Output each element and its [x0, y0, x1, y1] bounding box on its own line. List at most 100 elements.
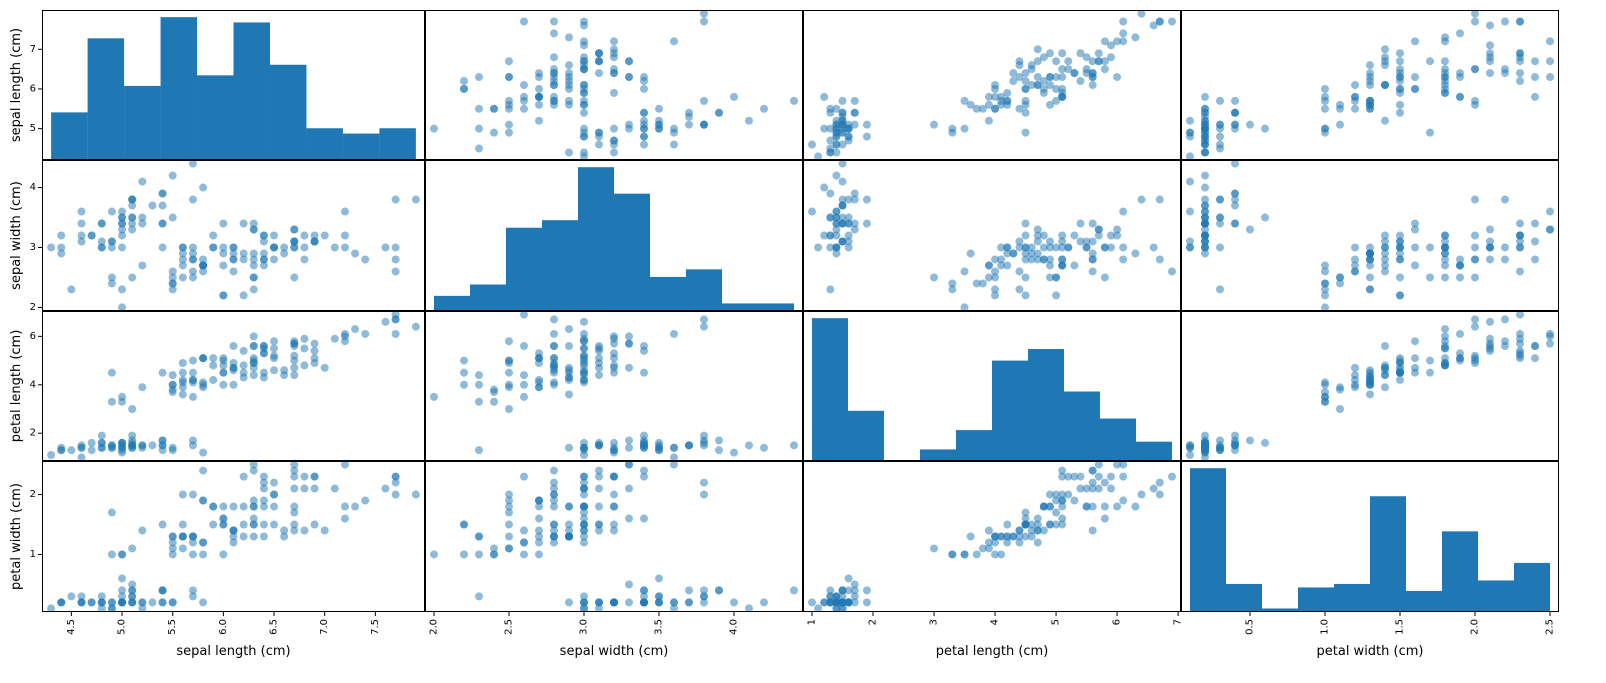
point-87 [475, 73, 483, 82]
hist-bar-sepal-length-3 [160, 17, 198, 160]
point-82 [535, 383, 543, 392]
point-64 [1366, 390, 1374, 399]
point-132 [1088, 478, 1097, 487]
point-144 [290, 225, 299, 234]
point-125 [1441, 332, 1449, 341]
point-10 [158, 201, 167, 210]
point-13 [580, 604, 588, 612]
point-92 [520, 538, 528, 547]
point-49 [1201, 443, 1209, 452]
point-141 [1516, 237, 1524, 246]
point-41 [475, 446, 483, 455]
point-131 [411, 322, 420, 331]
point-136 [1531, 73, 1539, 82]
hist-bar-sepal-length-5 [233, 22, 270, 160]
point-147 [270, 351, 279, 360]
panel-petal-width-vs-petal-width [1190, 468, 1550, 612]
point-144 [625, 57, 633, 66]
point-41 [1216, 144, 1224, 153]
point-80 [1336, 279, 1344, 288]
point-51 [610, 520, 618, 529]
point-92 [199, 538, 208, 547]
point-143 [1106, 231, 1115, 240]
point-64 [966, 532, 975, 541]
point-86 [1396, 237, 1404, 246]
y-axis-label-sepal-length: sepal length (cm) [9, 28, 24, 142]
point-110 [1058, 490, 1067, 499]
hist-bar-sepal-length-7 [306, 128, 343, 160]
point-12 [97, 604, 106, 612]
point-87 [475, 371, 483, 380]
point-78 [1021, 249, 1030, 258]
point-56 [625, 363, 633, 372]
point-94 [178, 375, 187, 384]
point-104 [270, 337, 279, 346]
point-55 [1021, 255, 1030, 264]
point-65 [290, 371, 299, 380]
panel-content [430, 311, 798, 461]
point-87 [1015, 285, 1024, 294]
y-tick-label: 2 [30, 302, 36, 313]
point-17 [128, 213, 137, 222]
point-80 [490, 544, 498, 553]
point-112 [300, 344, 309, 353]
point-44 [862, 586, 871, 595]
hist-bar-sepal-width-4 [578, 167, 614, 311]
point-108 [290, 502, 299, 511]
point-125 [340, 502, 349, 511]
point-148 [640, 77, 648, 86]
point-96 [1003, 249, 1012, 258]
point-125 [610, 502, 618, 511]
point-137 [1441, 237, 1449, 246]
point-60 [430, 124, 438, 133]
point-131 [700, 322, 708, 331]
point-21 [685, 586, 693, 595]
point-129 [340, 243, 349, 252]
point-31 [640, 586, 648, 595]
point-92 [199, 267, 208, 276]
point-77 [1426, 356, 1434, 365]
point-129 [340, 337, 349, 346]
point-27 [838, 213, 847, 222]
point-76 [1039, 53, 1048, 62]
point-113 [188, 273, 197, 282]
point-121 [550, 100, 558, 109]
point-100 [249, 225, 258, 234]
point-129 [580, 337, 588, 346]
point-129 [1100, 243, 1109, 252]
point-24 [1201, 431, 1209, 440]
point-133 [1058, 73, 1067, 82]
point-98 [505, 405, 513, 413]
point-81 [972, 279, 981, 288]
point-81 [1321, 279, 1329, 288]
point-56 [625, 514, 633, 523]
point-39 [838, 219, 847, 228]
point-131 [700, 490, 708, 499]
point-60 [118, 303, 127, 311]
point-58 [280, 249, 289, 258]
panel-frame [425, 461, 803, 612]
point-57 [490, 128, 498, 137]
point-44 [700, 431, 708, 440]
point-25 [118, 243, 127, 252]
point-104 [580, 478, 588, 487]
point-114 [1531, 354, 1539, 363]
point-107 [565, 502, 573, 511]
panel-frame [42, 10, 425, 160]
panel-petal-length-vs-petal-length [812, 318, 1172, 461]
point-86 [1033, 237, 1042, 246]
point-36 [655, 104, 663, 113]
point-83 [219, 261, 228, 270]
panel-sepal-width-vs-sepal-length [47, 160, 420, 311]
point-23 [1246, 436, 1254, 445]
point-122 [1155, 490, 1164, 499]
point-14 [820, 92, 829, 101]
point-131 [1137, 195, 1146, 204]
point-32 [138, 604, 147, 612]
point-70 [209, 231, 218, 240]
point-125 [1113, 231, 1122, 240]
point-131 [1471, 322, 1479, 331]
point-16 [826, 586, 835, 595]
point-57 [107, 550, 116, 559]
point-45 [580, 132, 588, 141]
